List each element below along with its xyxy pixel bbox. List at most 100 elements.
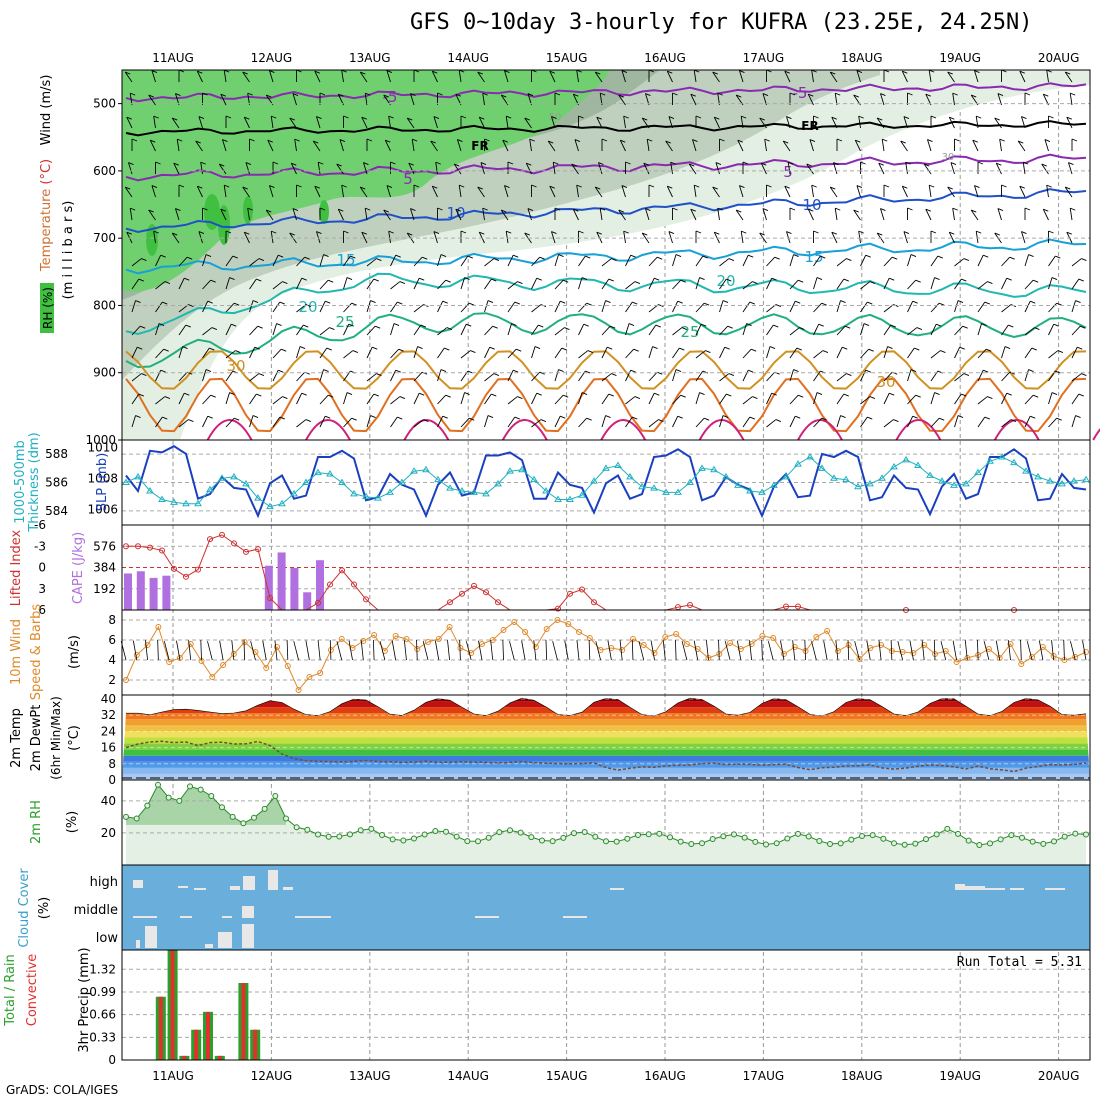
wind-barb (818, 323, 824, 327)
day-label-top: 20AUG (1038, 51, 1080, 65)
wind-barb (249, 415, 254, 428)
wind-barb (775, 304, 782, 307)
wind-barb (202, 415, 209, 428)
rh2m-marker (251, 814, 257, 821)
wind-barb (458, 70, 462, 83)
wind-barb (623, 230, 629, 234)
wind-barb (581, 277, 588, 280)
wind-barb (364, 208, 368, 221)
wind-barb (761, 162, 767, 166)
wind-barb (130, 92, 136, 96)
wind-barb (789, 207, 796, 211)
wind-barb (437, 394, 447, 405)
wind-barb (836, 278, 845, 290)
wind-barb (961, 393, 967, 397)
wind-barb (366, 346, 373, 359)
wind-barb (596, 116, 602, 120)
temp2m-axis-label-a: 2m Temp (9, 708, 24, 768)
wind-barb (225, 323, 232, 336)
wind-barb (860, 254, 867, 267)
thickness-marker (998, 453, 1006, 460)
wind-barb (198, 231, 205, 234)
wind-barb (578, 392, 583, 405)
isotherm-40 (698, 419, 745, 441)
rh2m-marker (699, 840, 705, 847)
wind-barb (484, 258, 495, 267)
wind-barb (939, 302, 945, 306)
wind-barb (937, 255, 943, 259)
cape-bar (277, 552, 286, 610)
rh2m-marker (432, 828, 439, 834)
day-label-top: 15AUG (546, 51, 588, 65)
thickness-marker (278, 499, 286, 507)
wind-barb (272, 416, 281, 428)
ytick-label: 16 (101, 741, 116, 755)
wind-barb (571, 163, 577, 167)
wind-barb (534, 346, 541, 349)
thickness-marker (806, 453, 814, 460)
wind-barb (513, 254, 519, 258)
slp-tick-label: 1006 (87, 503, 118, 517)
rh-axis-label: RH (%) (41, 287, 55, 329)
wind-barb (789, 279, 799, 290)
wind-barb (338, 208, 344, 212)
thickness-marker (986, 457, 994, 464)
wind-barb (1077, 346, 1083, 350)
wind-barb (399, 281, 406, 284)
wind-barb (695, 255, 704, 267)
cape-bar (264, 565, 273, 610)
wind-barb (890, 324, 896, 328)
wind-barb (493, 373, 500, 376)
wind-barb (223, 185, 227, 198)
wind-barb (1024, 415, 1031, 428)
cloud-level-label: low (96, 931, 119, 946)
wind-barb (601, 138, 608, 142)
rh2m-marker (571, 830, 577, 837)
surface-wind-barb (823, 640, 828, 661)
wind-barb (482, 207, 488, 211)
surface-wind-barb (607, 640, 612, 661)
wind-barb (598, 162, 603, 175)
wind-barb (299, 346, 306, 349)
wind-barb (742, 301, 751, 313)
thickness-tick-label: 588 (45, 447, 68, 461)
wind-barb (408, 162, 414, 166)
wind-barb (600, 92, 606, 96)
wind-marker (586, 635, 593, 641)
wind-barb (1048, 115, 1054, 119)
wind-barb (1066, 231, 1072, 235)
temp-color-band (122, 773, 1090, 780)
surface-wind-barb (866, 640, 871, 661)
wind-barb (254, 346, 260, 350)
wind-barb (974, 70, 979, 83)
thickness-marker (698, 464, 706, 471)
wind-barb (869, 396, 876, 399)
wind-barb (619, 139, 626, 152)
wind-barb (242, 71, 250, 83)
wind-barb (256, 278, 262, 282)
li-marker (267, 594, 273, 601)
wind-barb (531, 277, 538, 290)
wind-barb (704, 302, 710, 306)
wind-barb (484, 373, 495, 382)
wind-barb (242, 71, 248, 75)
wind-barb (244, 116, 250, 120)
wind-barb (131, 278, 140, 290)
wind-barb (220, 93, 227, 106)
wind-barb (860, 369, 867, 382)
wind-barb (952, 92, 958, 96)
thickness-marker (206, 485, 214, 493)
wind-barb (554, 369, 559, 382)
rh2m-marker (944, 825, 951, 832)
li-marker (207, 536, 213, 543)
wind-barb (229, 277, 235, 280)
wind-barb (816, 277, 823, 280)
temp-color-band (122, 731, 1090, 738)
wind-marker (748, 641, 755, 647)
wind-barb (889, 392, 895, 396)
wind-barb (207, 415, 213, 419)
wind-barb (296, 392, 303, 405)
contour-label: 10 (802, 196, 821, 214)
wind-barb (930, 417, 940, 428)
wind-barb (126, 231, 133, 244)
